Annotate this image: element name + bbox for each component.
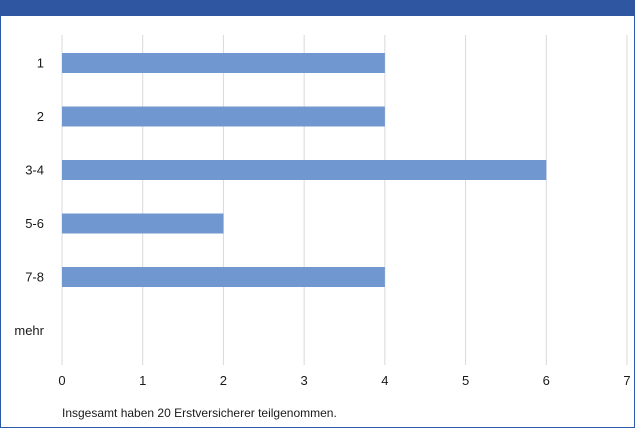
category-label: 7-8 — [25, 270, 44, 285]
x-tick-label: 3 — [301, 373, 308, 388]
category-label: 2 — [37, 109, 44, 124]
x-tick-label: 0 — [58, 373, 65, 388]
header-bar — [0, 0, 635, 16]
category-label: 1 — [37, 56, 44, 71]
x-tick-label: 7 — [623, 373, 630, 388]
x-tick-label: 6 — [543, 373, 550, 388]
bar — [62, 160, 547, 180]
grid-lines — [61, 35, 628, 365]
tick-labels: 0 1 2 3 4 5 6 7 — [58, 373, 630, 388]
category-label: 5-6 — [25, 216, 44, 231]
footnote: Insgesamt haben 20 Erstversicherer teilg… — [62, 406, 337, 420]
x-tick-label: 2 — [220, 373, 227, 388]
bar — [62, 53, 385, 73]
category-label: mehr — [14, 323, 44, 338]
x-tick-label: 4 — [381, 373, 388, 388]
bar — [62, 106, 385, 127]
category-label: 3-4 — [25, 163, 44, 178]
category-labels: 1 2 3-4 5-6 7-8 mehr — [14, 56, 44, 339]
bars — [62, 53, 547, 287]
bar — [62, 213, 224, 234]
x-tick-label: 1 — [139, 373, 146, 388]
bar — [62, 267, 385, 287]
x-tick-label: 5 — [462, 373, 469, 388]
